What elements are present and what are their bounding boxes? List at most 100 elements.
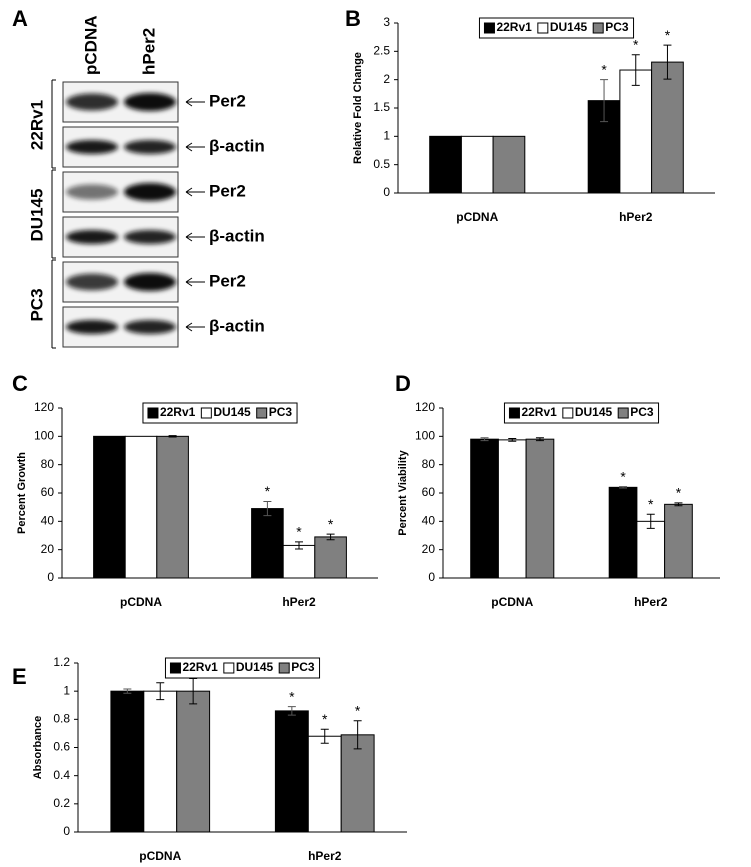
error-bar [600,79,609,123]
legend-label: DU145 [575,405,613,419]
bar [429,135,462,194]
blot-band [66,140,118,154]
bar [636,520,666,579]
y-tick-label: 3 [383,15,390,29]
legend-label: PC3 [605,20,629,34]
bar [307,735,342,833]
bar [251,508,284,579]
y-tick-label: 1 [383,129,390,143]
legend: 22Rv1 DU145 PC3 [142,402,298,424]
row-label: β-actin [209,226,265,245]
y-tick-label: 120 [415,400,435,414]
y-tick-label: 0.4 [53,768,70,782]
significance: * [676,485,682,501]
error-bar [663,44,672,80]
legend-label: 22Rv1 [182,660,218,674]
error-bar [480,437,489,442]
blot-band [66,320,118,334]
y-tick-label: 1.2 [53,655,70,669]
cell-line-label: DU145 [27,189,46,242]
bar [176,690,211,833]
significance: * [648,496,654,512]
y-tick-label: 1 [63,683,70,697]
x-tick-label: pCDNA [491,595,533,609]
row-label: β-actin [209,136,265,155]
arrow-head [185,97,193,107]
cell-line-label: 22Rv1 [27,100,46,150]
x-tick-label: hPer2 [308,849,342,863]
arrow-head [185,277,193,287]
x-tick-label: pCDNA [120,595,162,609]
blot-band [124,320,176,334]
panel-label: B [345,6,361,31]
significance: * [620,468,626,484]
legend-label: PC3 [630,405,654,419]
blot-band [124,183,176,201]
y-tick-label: 0 [383,185,390,199]
y-tick-label: 0.8 [53,712,70,726]
bar [619,69,653,194]
panel-label: C [12,371,28,396]
y-tick-label: 1.5 [373,100,390,114]
y-tick-label: 100 [34,429,54,443]
blot-band [66,273,118,291]
arrow-head [185,187,193,197]
blot-band [66,230,118,244]
y-tick-label: 60 [422,485,436,499]
significance: * [328,516,334,532]
legend-swatch [562,407,574,419]
x-tick-label: hPer2 [282,595,316,609]
error-bar [631,54,640,86]
x-tick-label: hPer2 [634,595,668,609]
significance: * [601,61,607,77]
error-bar [168,435,177,438]
blot-band [124,93,176,111]
panel-label: E [12,664,27,689]
cell-line-label: PC3 [27,288,46,321]
y-tick-label: 0.6 [53,740,70,754]
column-label: hPer2 [139,28,158,75]
legend-label: 22Rv1 [496,20,532,34]
legend-label: 22Rv1 [521,405,557,419]
significance: * [265,483,271,499]
legend-swatch [147,407,159,419]
panel-label: A [12,6,28,31]
x-tick-label: pCDNA [456,210,498,224]
bar [525,438,555,579]
y-axis-label: Percent Growth [16,452,28,534]
x-tick-label: pCDNA [139,849,181,863]
error-bar [295,541,303,550]
significance: * [355,702,361,718]
y-tick-label: 120 [34,400,54,414]
x-tick-label: hPer2 [619,210,653,224]
error-bar [508,437,517,442]
bar [156,435,189,579]
legend: 22Rv1 DU145 PC3 [503,402,660,424]
legend-label: DU145 [550,20,588,34]
y-tick-label: 0 [428,570,435,584]
arrow-head [185,322,193,332]
y-tick-label: 80 [41,457,55,471]
arrow-head [185,142,193,152]
error-bar [263,501,272,517]
y-tick-label: 100 [415,429,435,443]
error-bar [320,728,329,744]
bar [143,690,178,833]
error-bar [326,533,335,541]
y-tick-label: 20 [422,542,436,556]
legend-swatch [169,662,181,674]
legend-swatch [537,22,549,34]
error-bar [619,486,628,489]
legend-swatch [256,407,268,419]
legend-label: PC3 [269,405,293,419]
error-bar [646,513,655,529]
panel-label: D [395,371,411,396]
bar [314,536,347,579]
blot-band [66,184,118,200]
significance: * [289,688,295,704]
significance: * [633,36,639,52]
y-tick-label: 2.5 [373,44,390,58]
legend-swatch [508,407,520,419]
y-tick-label: 0 [47,570,54,584]
